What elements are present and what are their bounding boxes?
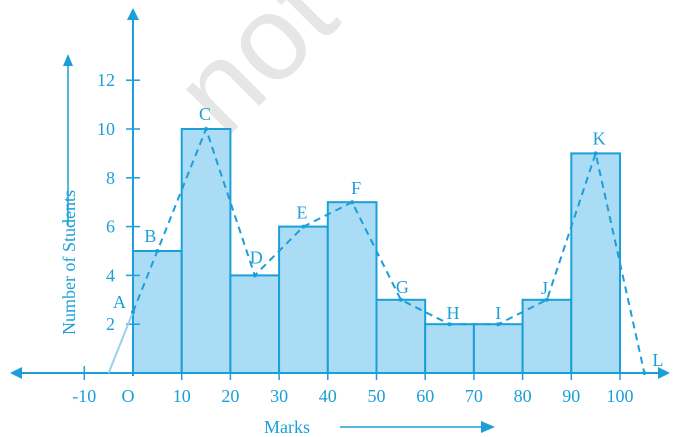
- y-axis-arrow: [127, 8, 139, 20]
- x-tick-label-3: 20: [221, 386, 239, 406]
- point-J: [544, 297, 549, 302]
- point-I: [496, 322, 501, 327]
- point-E: [301, 224, 306, 229]
- y-tick-label-3: 8: [106, 168, 115, 188]
- x-tick-label-6: 50: [368, 386, 386, 406]
- point-label-I: I: [495, 303, 501, 323]
- x-tick-label-10: 90: [562, 386, 580, 406]
- point-D: [252, 273, 257, 278]
- bar-7: [424, 323, 475, 375]
- y-tick-label-4: 10: [97, 119, 115, 139]
- point-label-J: J: [541, 278, 548, 298]
- point-C: [204, 127, 209, 131]
- x-axis-right-arrow: [658, 367, 670, 379]
- point-label-K: K: [593, 128, 606, 148]
- bars: [132, 128, 621, 375]
- bar-10: [570, 152, 621, 374]
- x-label-arrowhead: [481, 421, 495, 433]
- point-G: [398, 297, 403, 302]
- y-label-arrowhead: [63, 54, 73, 66]
- point-label-C: C: [199, 104, 211, 124]
- point-K: [593, 151, 598, 156]
- y-tick-label-0: 2: [106, 314, 115, 334]
- x-tick-label-11: 100: [607, 386, 634, 406]
- x-tick-label-7: 60: [416, 386, 434, 406]
- ticks: -10 O 10 20 30 40 50 60 70 80 90 100 2 4 6 8 10 12: [72, 70, 633, 406]
- point-label-B: B: [144, 226, 156, 246]
- x-tick-label-5: 40: [319, 386, 337, 406]
- y-tick-label-2: 6: [106, 217, 115, 237]
- frequency-polygon: [107, 126, 647, 375]
- point-L: [642, 371, 647, 375]
- point-label-E: E: [296, 203, 307, 223]
- x-axis-label: Marks: [264, 417, 310, 437]
- point-B: [155, 249, 160, 253]
- polygon-left-extension: [107, 311, 134, 374]
- axes: Number of Students Marks: [10, 8, 670, 437]
- bar-6: [375, 298, 427, 374]
- x-tick-label-1: O: [122, 386, 135, 406]
- x-tick-label-0: -10: [72, 386, 96, 406]
- x-axis-left-arrow: [10, 367, 22, 379]
- bar-1: [132, 250, 183, 374]
- point-label-H: H: [447, 303, 460, 323]
- x-tick-label-4: 30: [270, 386, 288, 406]
- point-label-L: L: [652, 350, 663, 370]
- bar-2: [180, 128, 232, 374]
- point-H: [447, 322, 452, 327]
- bar-5: [326, 201, 378, 374]
- bar-9: [521, 298, 573, 374]
- point-A: [131, 310, 135, 314]
- point-label-G: G: [396, 277, 409, 297]
- x-tick-label-2: 10: [173, 386, 191, 406]
- y-axis-label: Number of Students: [59, 190, 79, 335]
- point-label-D: D: [250, 247, 263, 267]
- bar-3: [229, 274, 281, 374]
- labels: A B C D E F G H I J K L: [113, 104, 663, 370]
- frequency-polygon-line: [132, 126, 646, 374]
- y-tick-label-5: 12: [97, 70, 115, 90]
- y-tick-label-1: 4: [106, 265, 115, 285]
- point-label-A: A: [113, 292, 126, 312]
- x-tick-label-9: 80: [514, 386, 532, 406]
- point-F: [350, 200, 355, 205]
- point-label-F: F: [351, 178, 361, 198]
- x-tick-label-8: 70: [465, 386, 483, 406]
- bar-8: [472, 323, 524, 375]
- bar-4: [278, 225, 329, 374]
